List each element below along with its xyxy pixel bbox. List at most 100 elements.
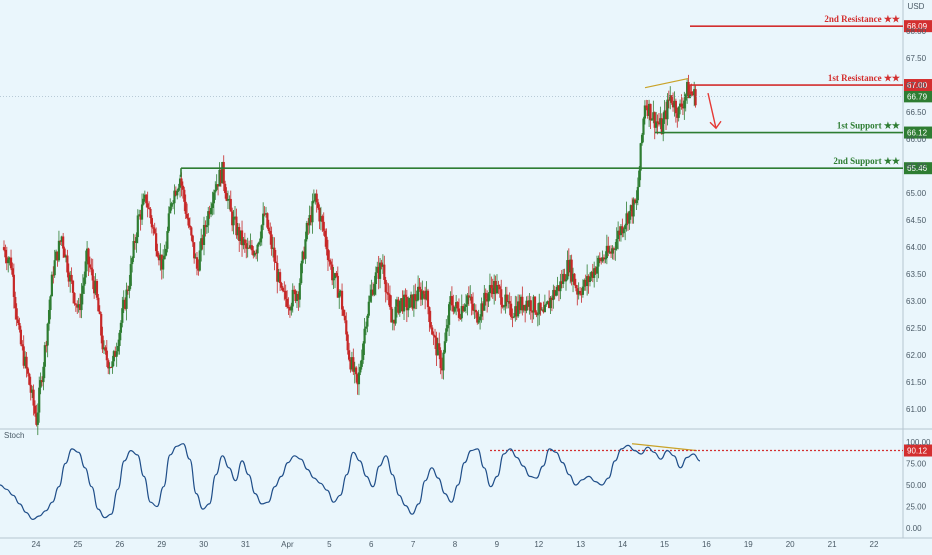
candle-body	[374, 272, 377, 285]
time-tick-label: 14	[618, 540, 627, 549]
candle-body	[543, 304, 546, 313]
candle-body	[9, 257, 13, 269]
candle-body	[57, 240, 61, 261]
candle-body	[602, 257, 606, 260]
candle-body	[618, 230, 621, 236]
candle-body	[557, 285, 561, 292]
candle-body	[125, 289, 128, 309]
candle-body	[83, 277, 86, 286]
candle-body	[22, 346, 25, 366]
level-name-label: 1st Support ★★	[837, 121, 901, 131]
candle-body	[226, 199, 230, 201]
candle-body	[198, 250, 201, 271]
candle-body	[5, 257, 8, 264]
candle-body	[186, 213, 189, 219]
candle-body	[460, 306, 463, 319]
level-value-badge	[904, 20, 932, 33]
candle-body	[421, 291, 424, 300]
candle-body	[483, 292, 486, 311]
candle-body	[407, 307, 410, 311]
candle-body	[655, 121, 658, 128]
candle-body	[694, 89, 697, 106]
candle-body	[436, 343, 439, 356]
candle-body	[480, 303, 483, 317]
candle-body	[342, 309, 345, 316]
candle-body	[142, 198, 145, 205]
candle-body	[225, 193, 228, 201]
candle-body	[187, 218, 190, 226]
candle-body	[362, 343, 365, 360]
candle-body	[432, 334, 435, 336]
candle-body	[133, 241, 137, 243]
candle-body	[332, 278, 335, 281]
candle-body	[594, 268, 597, 274]
candle-body	[183, 189, 186, 202]
candle-body	[453, 306, 456, 312]
candle-body	[646, 107, 649, 116]
candle-body	[687, 82, 690, 98]
candle-body	[219, 169, 223, 184]
candle-body	[495, 285, 499, 294]
candle-body	[676, 113, 679, 118]
candle-body	[302, 251, 306, 259]
candle-body	[197, 268, 200, 271]
candle-body	[338, 292, 341, 298]
candle-body	[542, 309, 545, 313]
candle-body	[256, 244, 259, 254]
candle-body	[632, 199, 635, 217]
candle-body	[131, 258, 134, 265]
candle-body	[611, 248, 614, 254]
candle-body	[101, 335, 104, 350]
candle-body	[138, 214, 141, 216]
candle-body	[435, 337, 438, 356]
candle-body	[178, 178, 182, 188]
candle-body	[681, 106, 685, 109]
candle-body	[469, 296, 472, 298]
stoch-title: Stoch	[4, 431, 24, 440]
candle-body	[276, 262, 279, 282]
candle-body	[567, 260, 570, 273]
candle-body	[428, 307, 431, 323]
candle-body	[304, 239, 307, 259]
candle-body	[674, 100, 677, 114]
candle-body	[102, 347, 106, 350]
candle-body	[401, 298, 404, 312]
candle-body	[552, 289, 555, 301]
candle-body	[659, 118, 662, 125]
candle-body	[167, 213, 170, 232]
time-tick-label: 7	[411, 540, 416, 549]
candle-body	[317, 202, 320, 208]
candle-body	[515, 306, 518, 317]
time-tick-label: 22	[870, 540, 879, 549]
candle-body	[473, 309, 476, 311]
candle-body	[629, 205, 632, 212]
candle-body	[122, 299, 125, 309]
candle-body	[608, 251, 611, 253]
candle-body	[291, 289, 294, 307]
candle-body	[364, 326, 368, 329]
candle-body	[135, 237, 138, 243]
candle-body	[50, 274, 53, 297]
candle-body	[443, 341, 446, 353]
candle-body	[286, 298, 289, 307]
candle-body	[59, 240, 62, 242]
candle-body	[263, 213, 266, 215]
candle-body	[528, 300, 531, 307]
candle-body	[95, 280, 99, 298]
candle-body	[277, 272, 280, 282]
candle-body	[353, 367, 356, 372]
candle-body	[300, 263, 303, 284]
candle-body	[29, 384, 32, 393]
candle-body	[312, 200, 315, 202]
candle-body	[4, 249, 7, 258]
candle-body	[118, 332, 121, 346]
price-tick-label: 67.50	[906, 54, 927, 63]
candle-body	[636, 186, 639, 201]
price-divergence-line	[644, 77, 689, 89]
candle-body	[439, 350, 442, 369]
candle-body	[207, 211, 210, 226]
candle-body	[590, 271, 593, 277]
stoch-tick-label: 50.00	[906, 481, 927, 490]
time-tick-label: Apr	[281, 540, 294, 549]
time-tick-label: 24	[32, 540, 41, 549]
